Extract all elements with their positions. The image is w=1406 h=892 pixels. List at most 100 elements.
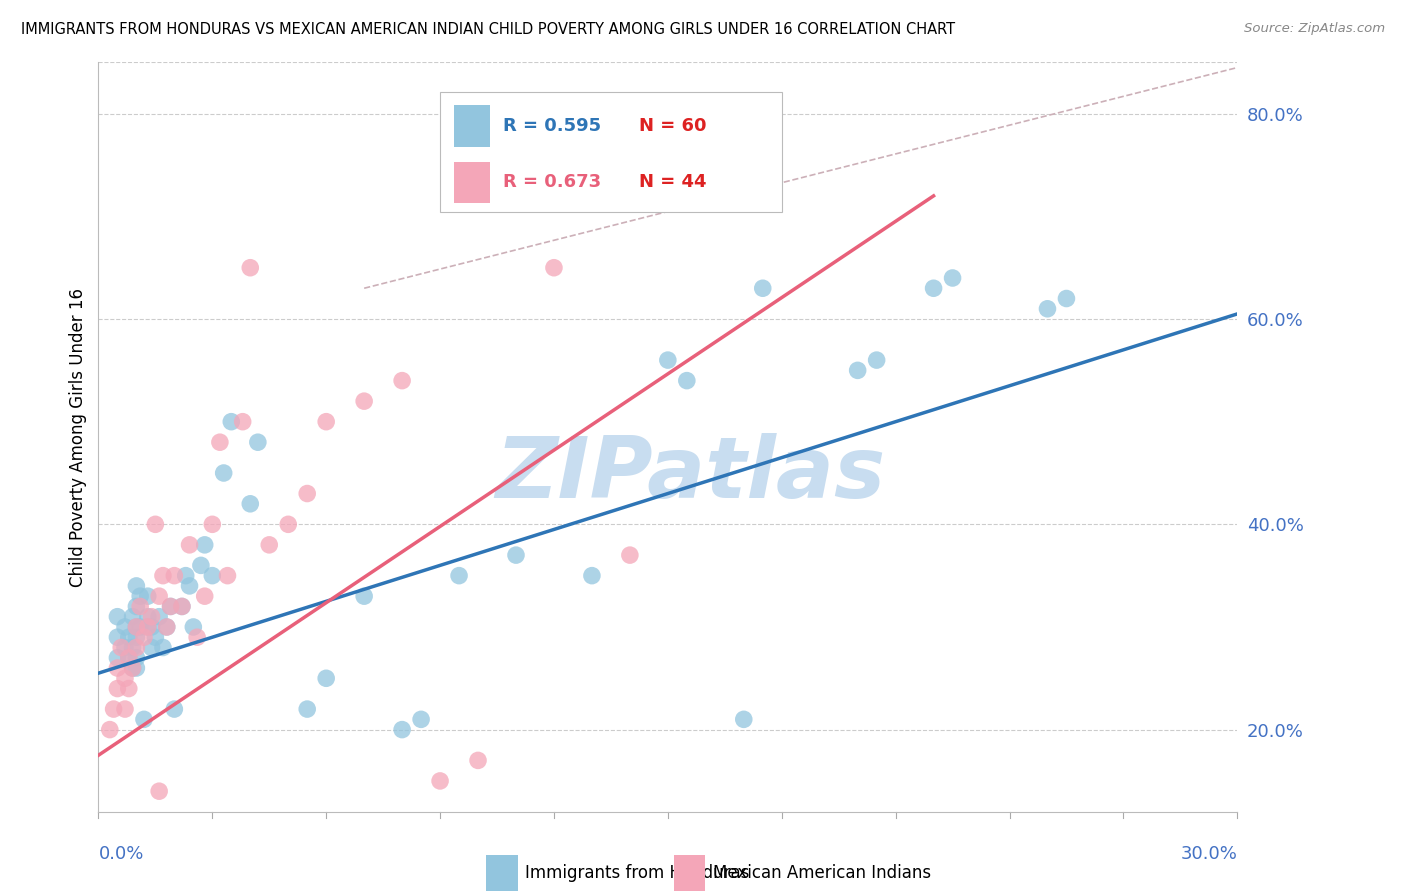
Point	[114, 702, 136, 716]
Text: R = 0.595: R = 0.595	[503, 117, 600, 135]
Point	[159, 599, 181, 614]
Point	[107, 609, 129, 624]
Point	[619, 548, 641, 562]
Point	[148, 609, 170, 624]
Point	[121, 640, 143, 655]
Point	[170, 599, 193, 614]
Point	[107, 681, 129, 696]
Point	[156, 620, 179, 634]
Point	[208, 435, 231, 450]
Text: 0.0%: 0.0%	[98, 846, 143, 863]
FancyBboxPatch shape	[440, 93, 782, 212]
Text: IMMIGRANTS FROM HONDURAS VS MEXICAN AMERICAN INDIAN CHILD POVERTY AMONG GIRLS UN: IMMIGRANTS FROM HONDURAS VS MEXICAN AMER…	[21, 22, 955, 37]
Point	[125, 630, 148, 644]
Point	[246, 435, 269, 450]
Point	[125, 579, 148, 593]
Point	[449, 128, 471, 142]
FancyBboxPatch shape	[673, 855, 706, 891]
Point	[190, 558, 212, 573]
Text: Immigrants from Honduras: Immigrants from Honduras	[526, 864, 749, 882]
FancyBboxPatch shape	[454, 105, 491, 146]
Point	[103, 702, 125, 716]
Point	[846, 363, 869, 377]
Point	[411, 712, 433, 726]
Point	[170, 599, 193, 614]
Point	[156, 620, 179, 634]
Point	[174, 568, 197, 582]
Point	[543, 260, 565, 275]
Y-axis label: Child Poverty Among Girls Under 16: Child Poverty Among Girls Under 16	[69, 287, 87, 587]
Point	[163, 702, 186, 716]
Point	[1056, 292, 1078, 306]
Point	[132, 630, 155, 644]
Point	[201, 517, 224, 532]
Point	[942, 271, 965, 285]
Point	[125, 620, 148, 634]
Point	[353, 589, 375, 603]
Point	[922, 281, 945, 295]
Point	[657, 353, 679, 368]
Point	[114, 620, 136, 634]
Text: ZIPatlas: ZIPatlas	[495, 433, 886, 516]
Point	[391, 723, 413, 737]
Point	[118, 650, 141, 665]
Point	[752, 281, 775, 295]
Point	[179, 538, 201, 552]
Point	[581, 568, 603, 582]
Point	[148, 784, 170, 798]
Point	[145, 517, 167, 532]
Point	[866, 353, 889, 368]
Point	[239, 497, 262, 511]
Text: R = 0.673: R = 0.673	[503, 173, 600, 191]
Point	[145, 630, 167, 644]
Point	[136, 609, 159, 624]
Point	[148, 589, 170, 603]
Point	[159, 599, 181, 614]
Point	[121, 661, 143, 675]
Point	[232, 415, 254, 429]
Point	[125, 661, 148, 675]
Point	[132, 712, 155, 726]
Point	[141, 609, 163, 624]
Text: N = 60: N = 60	[640, 117, 707, 135]
Point	[676, 374, 699, 388]
Point	[107, 630, 129, 644]
Point	[152, 640, 174, 655]
Point	[217, 568, 239, 582]
Text: 30.0%: 30.0%	[1181, 846, 1237, 863]
Point	[129, 620, 152, 634]
Point	[429, 773, 451, 788]
Point	[315, 415, 337, 429]
Text: Source: ZipAtlas.com: Source: ZipAtlas.com	[1244, 22, 1385, 36]
Point	[107, 650, 129, 665]
Point	[152, 568, 174, 582]
Point	[118, 630, 141, 644]
Point	[107, 661, 129, 675]
Point	[467, 753, 489, 767]
Point	[259, 538, 281, 552]
Point	[125, 640, 148, 655]
Point	[239, 260, 262, 275]
Point	[121, 661, 143, 675]
Point	[183, 620, 205, 634]
Point	[1036, 301, 1059, 316]
Point	[505, 548, 527, 562]
FancyBboxPatch shape	[485, 855, 517, 891]
Point	[136, 620, 159, 634]
Point	[110, 640, 132, 655]
Point	[186, 630, 208, 644]
Point	[212, 466, 235, 480]
Point	[201, 568, 224, 582]
Point	[297, 702, 319, 716]
Text: N = 44: N = 44	[640, 173, 707, 191]
Point	[449, 568, 471, 582]
Point	[353, 394, 375, 409]
Point	[194, 538, 217, 552]
Point	[315, 671, 337, 685]
Point	[221, 415, 243, 429]
Point	[114, 640, 136, 655]
Text: Mexican American Indians: Mexican American Indians	[713, 864, 932, 882]
Point	[114, 671, 136, 685]
Point	[129, 589, 152, 603]
Point	[141, 640, 163, 655]
